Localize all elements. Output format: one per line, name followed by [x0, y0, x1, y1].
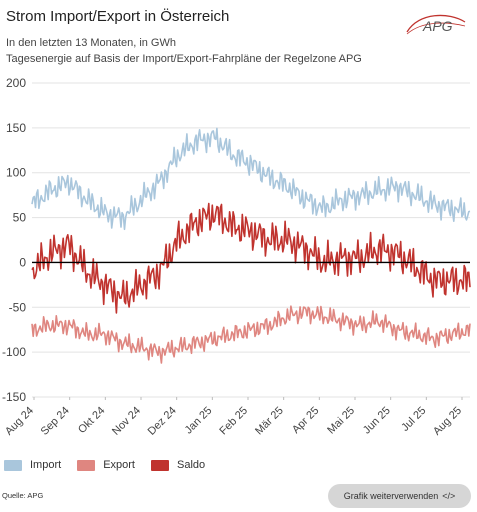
legend-label-saldo: Saldo — [176, 459, 206, 471]
series-line-saldo — [31, 202, 471, 314]
legend-item-saldo[interactable]: Saldo — [150, 459, 206, 471]
x-tick-label: Okt 24 — [76, 405, 107, 436]
legend-swatch-import — [4, 459, 22, 471]
x-tick-label: Sep 24 — [39, 405, 72, 438]
x-tick-label: Jun 25 — [361, 405, 393, 437]
y-tick-label: -50 — [9, 300, 27, 314]
y-tick-label: 150 — [6, 121, 26, 135]
y-tick-label: 200 — [6, 76, 26, 90]
x-tick-label: Mai 25 — [325, 405, 357, 437]
y-tick-label: -100 — [2, 345, 26, 359]
chart-subtitle-unit: In den letzten 13 Monaten, in GWh — [6, 37, 176, 49]
legend-item-export[interactable]: Export — [77, 459, 135, 471]
y-tick-label: 50 — [13, 211, 27, 225]
x-tick-label: Jan 25 — [183, 405, 215, 437]
x-tick-label: Mär 25 — [253, 405, 286, 438]
x-tick-label: Aug 25 — [431, 405, 464, 438]
legend-item-import[interactable]: Import — [4, 459, 61, 471]
legend-swatch-saldo — [150, 459, 169, 471]
x-tick-label: Aug 24 — [3, 405, 36, 438]
share-graphic-button[interactable]: Grafik weiterverwenden </> — [328, 484, 471, 508]
x-tick-label: Feb 25 — [217, 405, 250, 438]
series-line-import — [31, 127, 471, 231]
legend: Import Export Saldo — [0, 459, 221, 471]
y-tick-label: -150 — [2, 390, 26, 404]
logo-text: APG — [422, 18, 453, 34]
legend-label-export: Export — [103, 459, 135, 471]
share-button-label: Grafik weiterverwenden — [343, 491, 439, 501]
source-note: Quelle: APG — [2, 491, 44, 500]
code-icon: </> — [442, 491, 456, 501]
y-tick-label: 100 — [6, 166, 26, 180]
chart-title: Strom Import/Export in Österreich — [6, 8, 230, 25]
x-tick-label: Apr 25 — [290, 405, 321, 436]
x-tick-label: Dez 24 — [146, 405, 179, 438]
legend-label-import: Import — [30, 459, 62, 471]
legend-swatch-export — [77, 459, 96, 471]
x-tick-label: Jul 25 — [399, 405, 428, 434]
y-tick-label: 0 — [19, 255, 26, 269]
series-line-export — [31, 305, 471, 364]
apg-logo: APG — [406, 14, 466, 35]
x-tick-label: Nov 24 — [110, 405, 143, 438]
chart-subtitle-basis: Tagesenergie auf Basis der Import/Export… — [6, 53, 362, 65]
